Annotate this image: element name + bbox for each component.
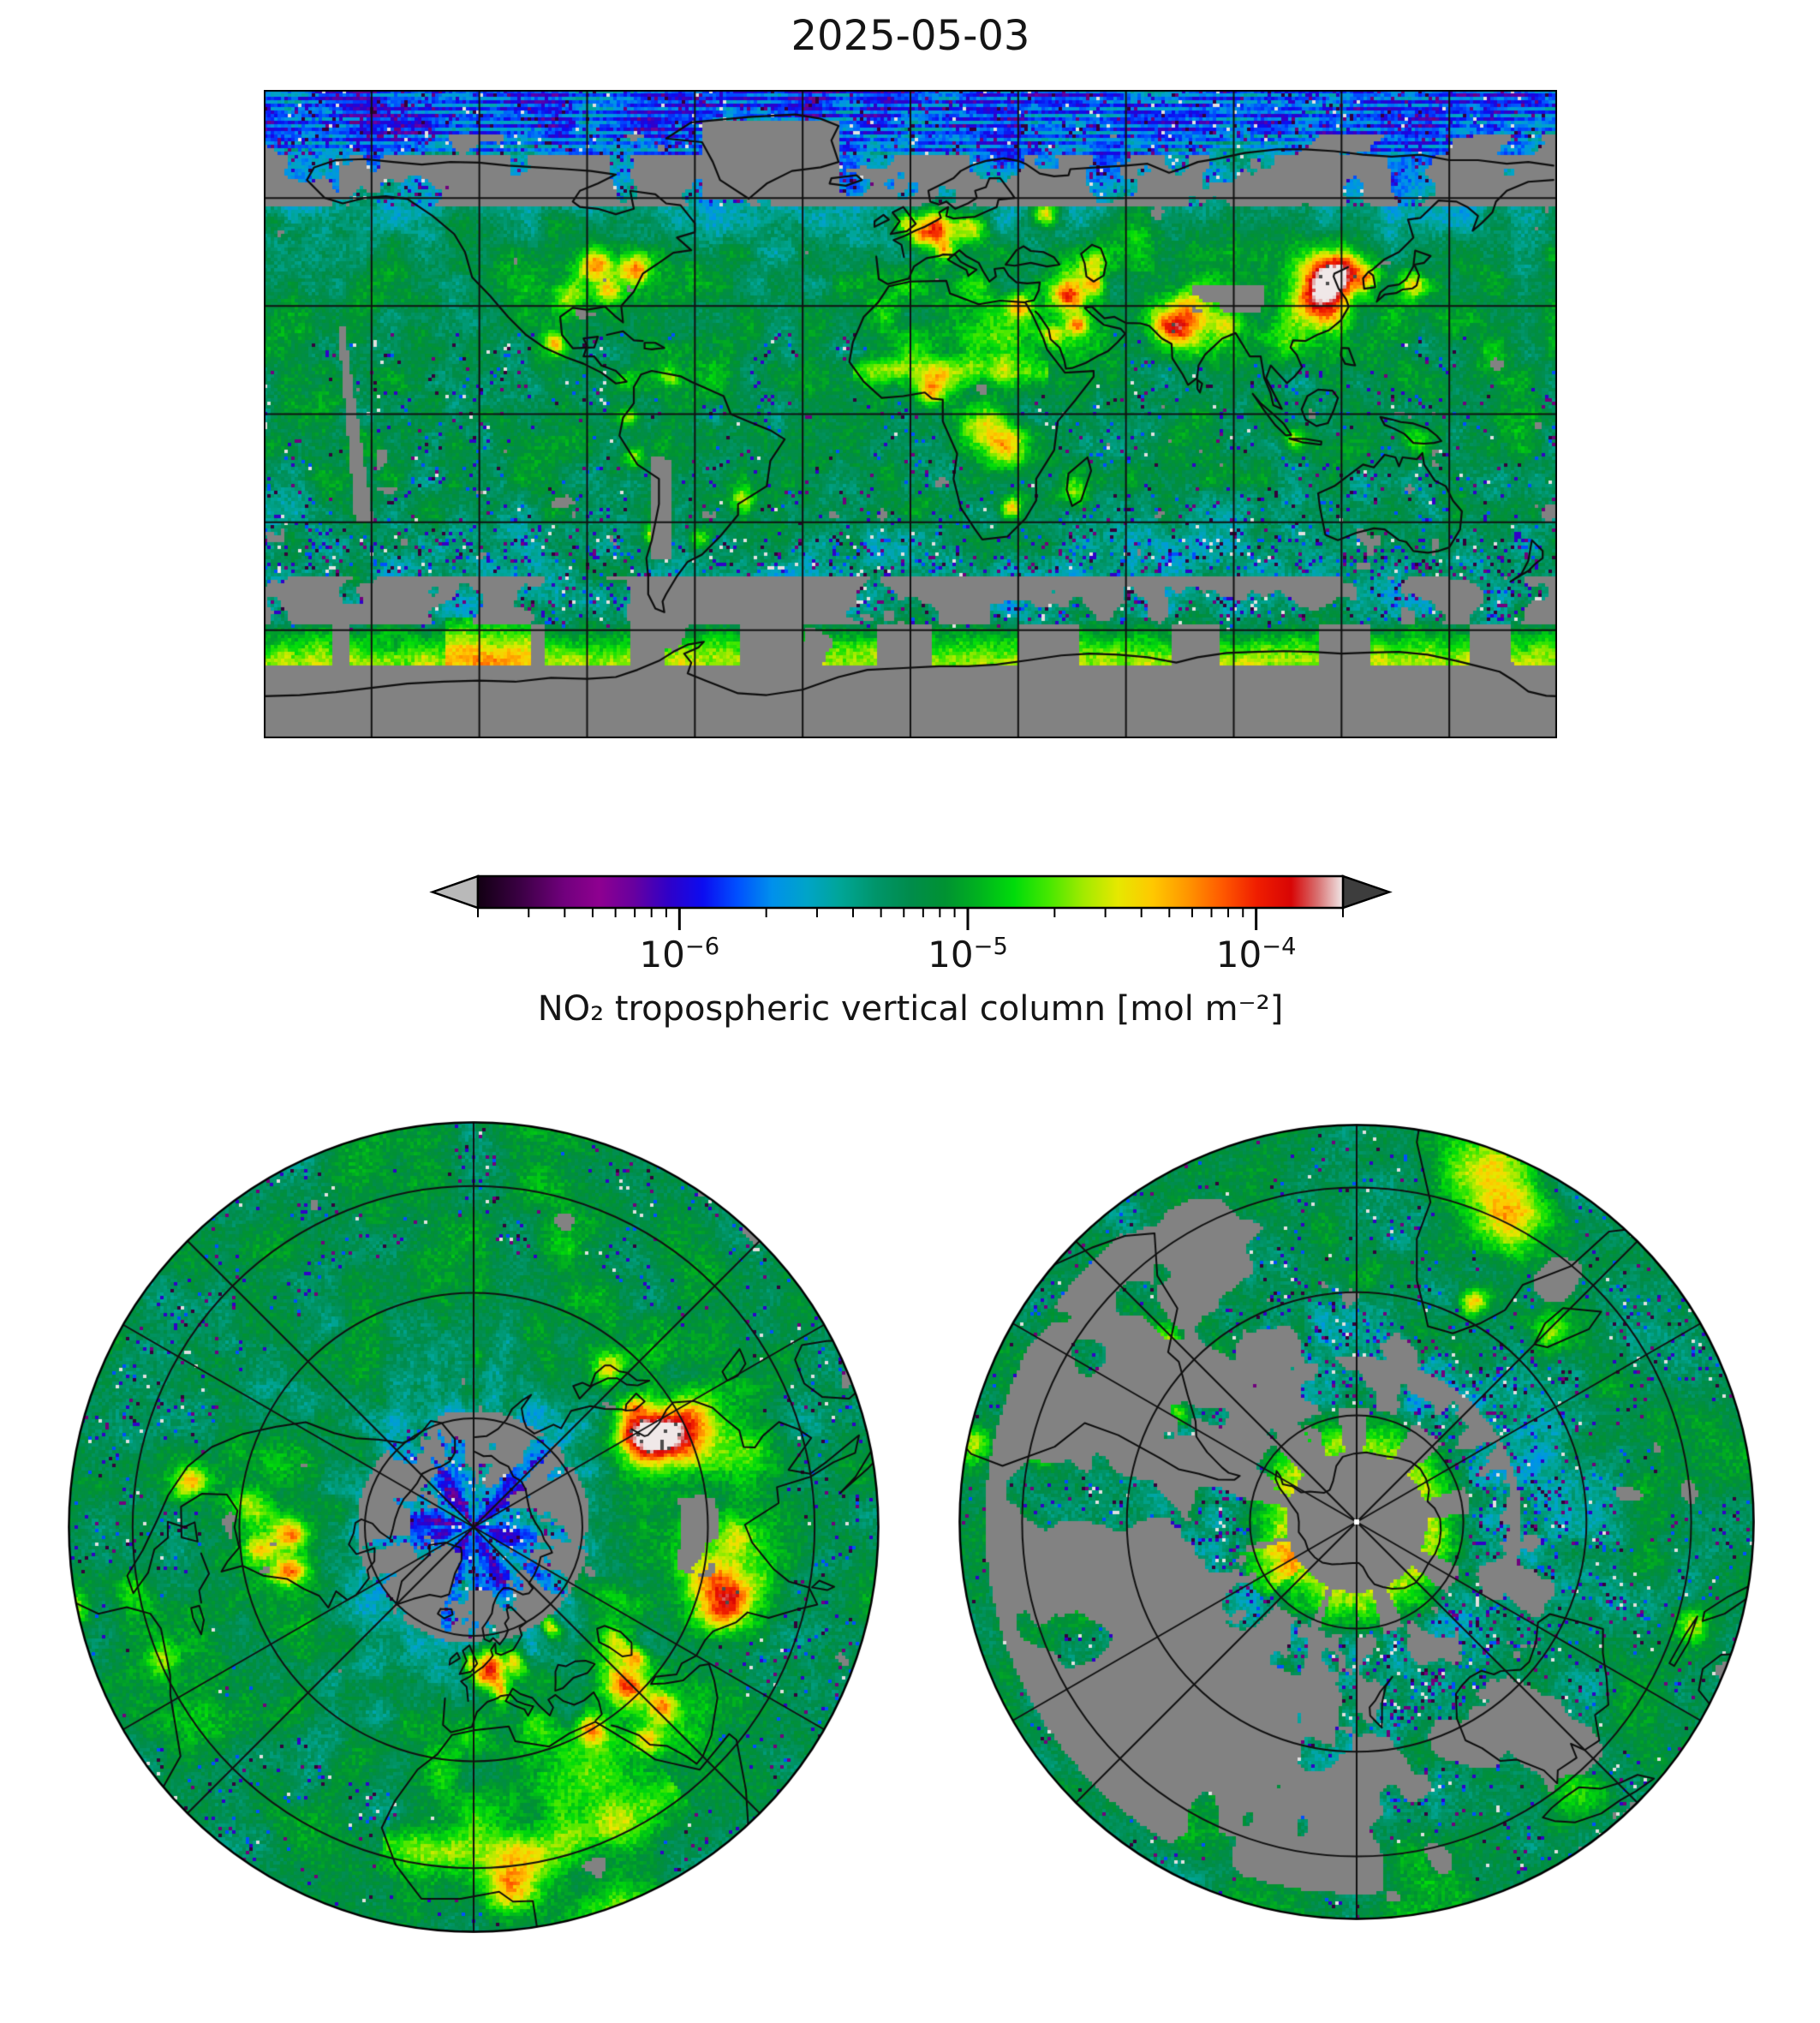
north-polar-map-panel <box>68 1121 880 1933</box>
south-polar-map-panel <box>958 1124 1755 1920</box>
colorbar-over-arrow <box>1341 874 1393 910</box>
colorbar-tick-label: 10−5 <box>928 934 1008 976</box>
figure-title: 2025-05-03 <box>791 12 1030 60</box>
colorbar-tick-label: 10−4 <box>1215 934 1297 976</box>
global-map-panel <box>264 90 1557 738</box>
colorbar-gradient-bar <box>476 874 1345 910</box>
colorbar-under-arrow <box>429 874 480 910</box>
colorbar-label: NO₂ tropospheric vertical column [mol m⁻… <box>537 989 1284 1029</box>
colorbar-tick-label: 10−6 <box>639 934 720 976</box>
colorbar <box>429 874 1393 930</box>
